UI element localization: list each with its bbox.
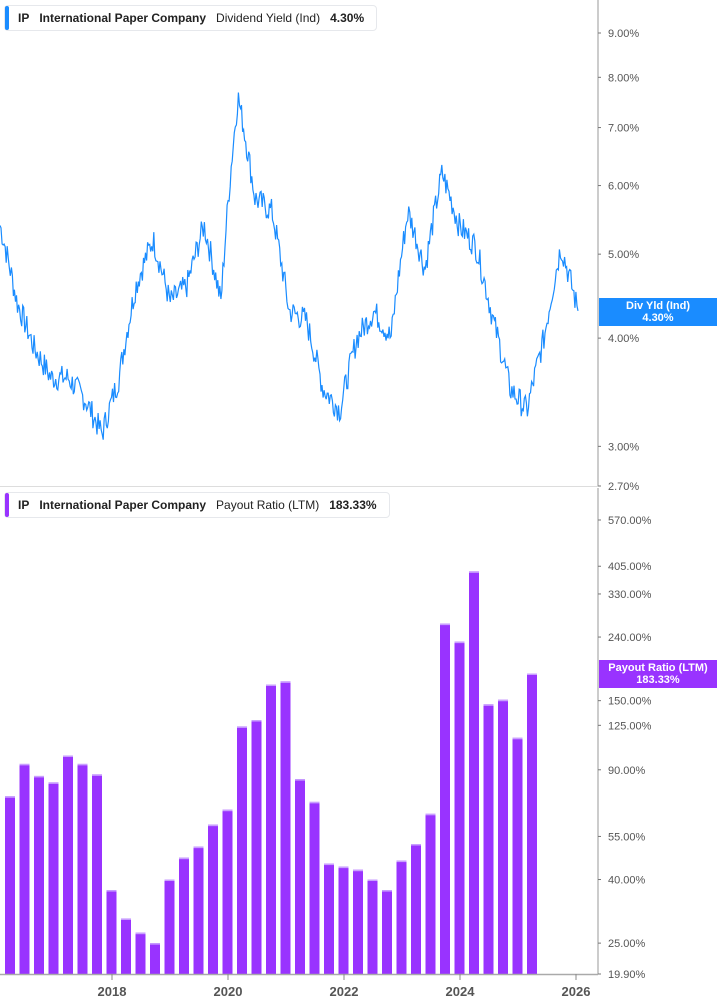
series-color-swatch: [5, 6, 9, 30]
svg-text:3.00%: 3.00%: [608, 441, 639, 453]
svg-text:9.00%: 9.00%: [608, 28, 639, 40]
payout-ratio-bars: [5, 571, 537, 974]
svg-text:2018: 2018: [98, 984, 127, 999]
svg-text:240.00%: 240.00%: [608, 632, 652, 644]
svg-text:570.00%: 570.00%: [608, 515, 652, 527]
company-name: International Paper Company: [39, 11, 207, 25]
svg-text:330.00%: 330.00%: [608, 589, 652, 601]
svg-text:2026: 2026: [562, 984, 591, 999]
top-y-axis: 9.00% 8.00% 7.00% 6.00% 5.00% 4.00% 3.00% 2.70%: [0, 0, 639, 493]
tag-value: 4.30%: [642, 312, 674, 324]
x-axis: 2018 2020 2022 2024 2026: [0, 973, 598, 999]
ticker: IP: [18, 498, 30, 512]
svg-text:150.00%: 150.00%: [608, 696, 652, 708]
svg-text:90.00%: 90.00%: [608, 765, 646, 777]
metric-value: 183.33%: [329, 498, 377, 512]
current-value-tag-payout-ratio: Payout Ratio (LTM) 183.33%: [599, 660, 717, 688]
svg-text:25.00%: 25.00%: [608, 938, 646, 950]
dividend-yield-line: [0, 92, 579, 440]
svg-text:125.00%: 125.00%: [608, 720, 652, 732]
svg-text:8.00%: 8.00%: [608, 72, 639, 84]
svg-text:6.00%: 6.00%: [608, 181, 639, 193]
svg-text:19.90%: 19.90%: [608, 969, 646, 981]
svg-text:2024: 2024: [446, 984, 476, 999]
svg-text:405.00%: 405.00%: [608, 561, 652, 573]
tag-label: Payout Ratio (LTM): [608, 662, 708, 674]
metric-value: 4.30%: [330, 11, 365, 25]
tag-value: 183.33%: [636, 674, 680, 686]
bottom-legend: IP International Paper Company Payout Ra…: [4, 492, 390, 518]
svg-text:55.00%: 55.00%: [608, 831, 646, 843]
svg-text:40.00%: 40.00%: [608, 875, 646, 887]
metric-name: Payout Ratio (LTM): [216, 498, 320, 512]
company-name: International Paper Company: [39, 498, 207, 512]
svg-text:2.70%: 2.70%: [608, 481, 639, 493]
current-value-tag-dividend-yield: Div Yld (Ind) 4.30%: [599, 298, 717, 326]
ticker: IP: [18, 11, 30, 25]
metric-name: Dividend Yield (Ind): [216, 11, 321, 25]
tag-label: Div Yld (Ind): [626, 300, 690, 312]
svg-text:2022: 2022: [330, 984, 359, 999]
svg-text:2020: 2020: [214, 984, 243, 999]
bottom-y-axis: 570.00% 405.00% 330.00% 240.00% 150.00% 125.0…: [597, 488, 652, 981]
svg-text:5.00%: 5.00%: [608, 249, 639, 261]
top-legend: IP International Paper Company Dividend …: [4, 5, 378, 31]
series-color-swatch: [5, 493, 9, 517]
svg-text:7.00%: 7.00%: [608, 123, 639, 135]
svg-text:4.00%: 4.00%: [608, 333, 639, 345]
